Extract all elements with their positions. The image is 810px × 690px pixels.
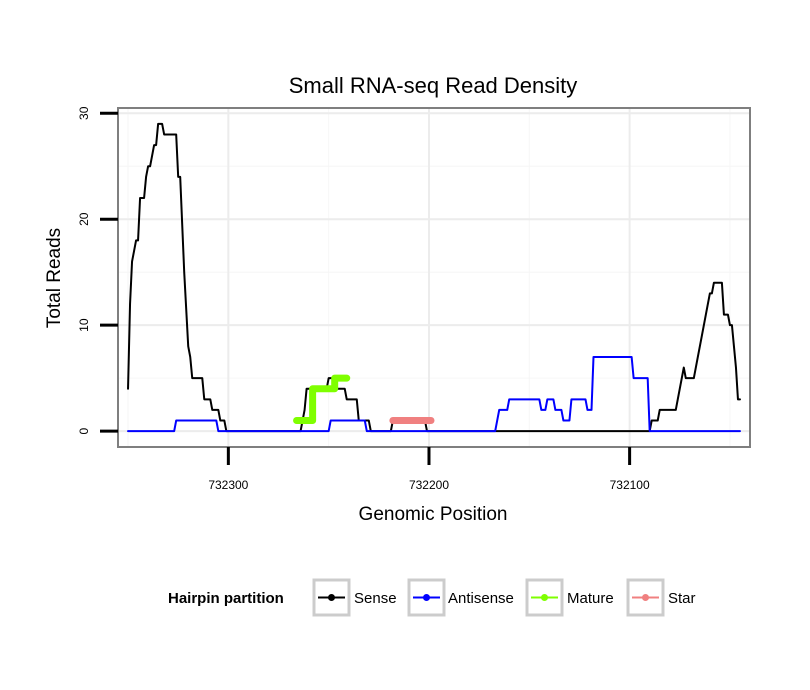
- legend-label-star: Star: [668, 590, 696, 607]
- chart-title: Small RNA-seq Read Density: [289, 73, 578, 98]
- x-axis-title: Genomic Position: [359, 504, 508, 525]
- y-tick-label: 30: [77, 106, 91, 120]
- x-axis: 732300 732200 732100: [208, 447, 650, 492]
- legend-label-antisense: Antisense: [448, 590, 514, 607]
- panel-background: [118, 108, 750, 447]
- legend-dot-star: [642, 594, 649, 601]
- legend-dot-mature: [541, 594, 548, 601]
- series-lines: [127, 122, 741, 433]
- legend-dot-sense: [328, 594, 335, 601]
- x-tick-label: 732300: [208, 478, 248, 492]
- x-tick-label: 732200: [409, 478, 449, 492]
- panel-border: [117, 107, 751, 448]
- legend-dot-antisense: [423, 594, 430, 601]
- y-axis: 0 10 20 30: [77, 106, 118, 434]
- series-line-antisense: [127, 355, 741, 433]
- series-line-mature: [293, 374, 351, 425]
- legend-label-mature: Mature: [567, 590, 614, 607]
- x-tick-label: 732100: [610, 478, 650, 492]
- y-tick-label: 10: [77, 318, 91, 332]
- legend: Hairpin partition Sense Antisense Mature St…: [168, 578, 696, 617]
- plot-panel: [117, 107, 751, 448]
- y-axis-title: Total Reads: [44, 228, 65, 328]
- y-tick-label: 20: [77, 212, 91, 226]
- legend-title: Hairpin partition: [168, 590, 284, 607]
- legend-label-sense: Sense: [354, 590, 397, 607]
- y-tick-label: 0: [77, 427, 91, 434]
